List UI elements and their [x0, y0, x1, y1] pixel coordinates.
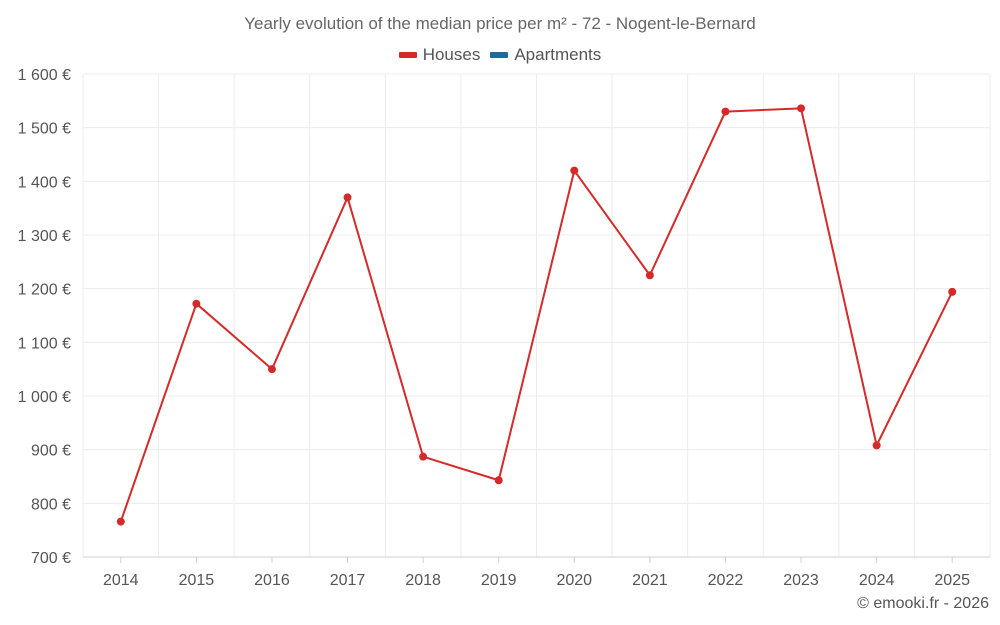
- x-tick-label: 2018: [405, 572, 441, 589]
- data-point: [267, 365, 276, 374]
- y-tick-label: 1 600 €: [18, 67, 71, 84]
- legend-label-houses: Houses: [422, 45, 481, 64]
- data-point: [570, 166, 579, 175]
- data-point: [645, 271, 654, 280]
- data-point: [494, 476, 503, 485]
- y-tick-label: 1 300 €: [18, 228, 71, 245]
- x-tick-label: 2016: [254, 572, 290, 589]
- chart-title: Yearly evolution of the median price per…: [244, 14, 756, 33]
- legend: Houses Apartments: [0, 45, 1000, 65]
- x-tick-label: 2025: [934, 572, 970, 589]
- legend-item-apartments[interactable]: Apartments: [490, 45, 601, 65]
- credit-text: © emooki.fr - 2026: [857, 595, 989, 612]
- data-point: [721, 107, 730, 116]
- x-tick-label: 2022: [708, 572, 744, 589]
- y-tick-label: 1 000 €: [18, 389, 71, 406]
- x-tick-label: 2020: [556, 572, 592, 589]
- x-tick-label: 2014: [103, 572, 139, 589]
- data-point: [192, 299, 201, 308]
- x-tick-label: 2021: [632, 572, 668, 589]
- x-tick-label: 2023: [783, 572, 819, 589]
- y-tick-label: 800 €: [31, 496, 71, 513]
- y-tick-label: 1 200 €: [18, 282, 71, 299]
- data-point: [797, 104, 806, 113]
- x-tick-label: 2024: [859, 572, 895, 589]
- data-point: [116, 517, 125, 526]
- legend-label-apartments: Apartments: [514, 45, 602, 64]
- data-point: [948, 287, 957, 296]
- y-tick-label: 700 €: [31, 550, 71, 567]
- y-tick-label: 1 100 €: [18, 335, 71, 352]
- x-tick-label: 2019: [481, 572, 517, 589]
- legend-item-houses[interactable]: Houses: [398, 45, 481, 65]
- x-tick-label: 2017: [330, 572, 366, 589]
- y-tick-label: 1 400 €: [18, 174, 71, 191]
- x-tick-label: 2015: [179, 572, 215, 589]
- data-point: [343, 193, 352, 202]
- series-line-houses: [119, 107, 954, 522]
- data-point: [872, 441, 881, 450]
- data-point: [419, 452, 428, 461]
- legend-swatch-apartments: [490, 52, 509, 58]
- y-tick-label: 1 500 €: [18, 121, 71, 138]
- legend-swatch-houses: [398, 52, 417, 58]
- y-tick-label: 900 €: [31, 443, 71, 460]
